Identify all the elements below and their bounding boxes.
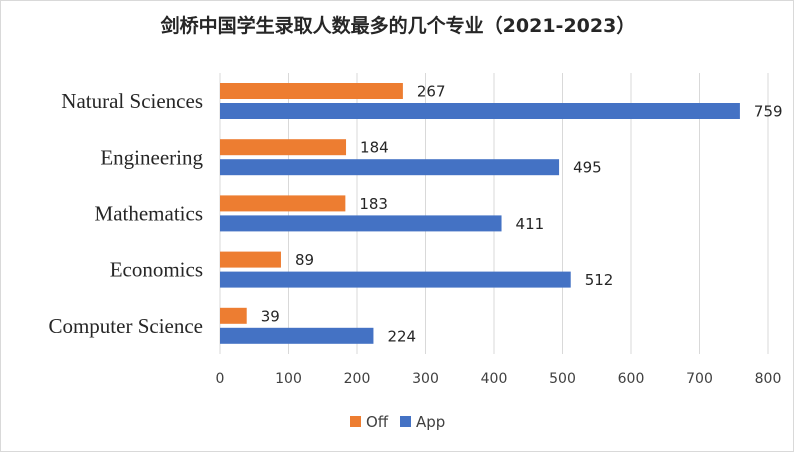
x-tick-label: 700 <box>686 371 713 387</box>
x-tick-label: 500 <box>549 371 576 387</box>
app-bar <box>220 215 502 232</box>
app-bar <box>220 159 560 176</box>
legend-swatch-off <box>350 416 361 427</box>
data-label: 39 <box>261 307 280 325</box>
app-bar <box>220 271 571 288</box>
x-tick-label: 100 <box>275 371 302 387</box>
data-label: 267 <box>417 83 446 101</box>
off-bar <box>220 83 403 99</box>
data-label: 495 <box>573 159 602 177</box>
data-label: 759 <box>754 103 783 121</box>
data-label: 89 <box>295 251 314 269</box>
category-label: Engineering <box>100 145 203 169</box>
x-tick-label: 300 <box>412 371 439 387</box>
off-bar <box>220 307 247 324</box>
app-bar <box>220 103 740 119</box>
legend-label-app: App <box>416 413 445 431</box>
data-label: 224 <box>387 327 416 345</box>
x-tick-label: 0 <box>216 371 225 387</box>
data-label: 512 <box>585 271 614 289</box>
off-bar <box>220 139 347 156</box>
x-tick-label: 800 <box>755 371 782 387</box>
x-tick-label: 400 <box>481 371 508 387</box>
category-label: Mathematics <box>95 202 203 226</box>
off-bar <box>220 195 346 212</box>
chart-title: 剑桥中国学生录取人数最多的几个专业（2021-2023） <box>160 15 636 37</box>
data-label: 183 <box>359 195 388 213</box>
data-label: 411 <box>516 215 545 233</box>
x-tick-label: 200 <box>344 371 371 387</box>
category-label: Computer Science <box>48 314 203 338</box>
category-label: Economics <box>110 258 203 282</box>
data-label: 184 <box>360 139 389 157</box>
legend-swatch-app <box>400 416 411 427</box>
app-bar <box>220 327 374 344</box>
x-tick-label: 600 <box>618 371 645 387</box>
legend-label-off: Off <box>366 413 389 431</box>
off-bar <box>220 251 281 268</box>
category-label: Natural Sciences <box>61 89 203 113</box>
